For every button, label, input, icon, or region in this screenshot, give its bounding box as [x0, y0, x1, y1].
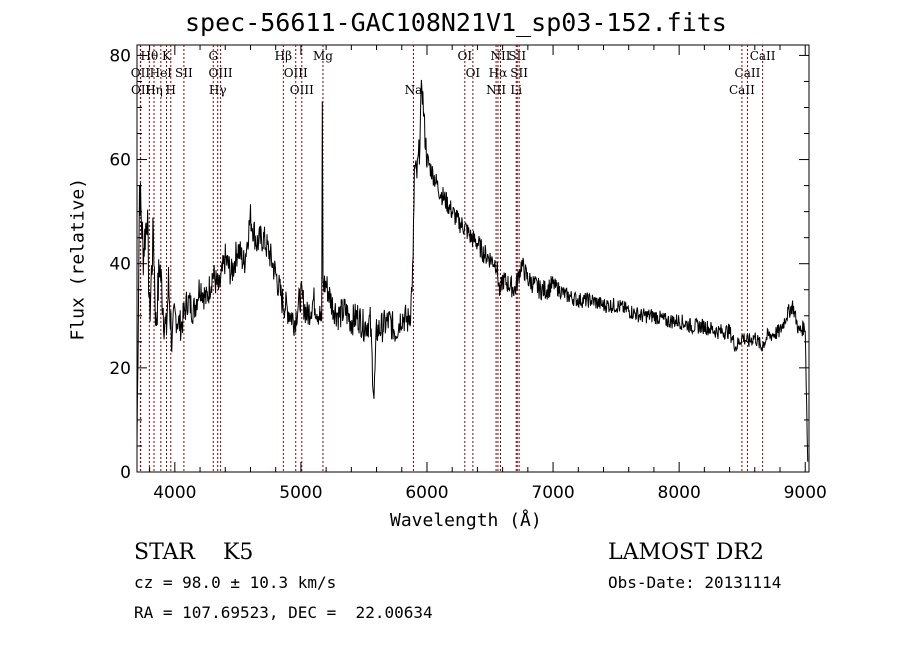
spectral-line-label: CaII [750, 49, 776, 63]
spectral-line-label: NII [490, 49, 510, 63]
survey-label: LAMOST DR2 [608, 540, 764, 565]
spectral-line-label: OI [458, 49, 473, 63]
x-tick-label: 7000 [531, 483, 574, 503]
x-tick-label: 5000 [279, 483, 322, 503]
spectral-line-label: OIII [290, 83, 314, 97]
spectral-line-label: H [166, 83, 176, 97]
spectral-line-label: HeI [150, 66, 173, 80]
y-tick-label: 20 [109, 359, 131, 379]
spectral-line-label: K [162, 49, 172, 63]
spectral-line-label: OIII [209, 66, 233, 80]
object-class: STAR K5 [134, 540, 254, 565]
y-tick-label: 0 [120, 463, 131, 483]
spectral-line-label: Hγ [209, 83, 227, 97]
x-tick-label: 6000 [405, 483, 448, 503]
x-axis-label: Wavelength (Å) [390, 510, 542, 531]
x-tick-label: 8000 [658, 483, 701, 503]
spectral-line-label: Hθ [141, 49, 159, 63]
spectral-line-label: CaII [729, 83, 755, 97]
spectral-line-label: SII [508, 49, 526, 63]
chart-title: spec-56611-GAC108N21V1_sp03-152.fits [185, 8, 727, 37]
y-axis-label: Flux (relative) [67, 177, 89, 341]
x-tick-label: 4000 [153, 483, 196, 503]
spectral-line-label: Hα [489, 66, 508, 80]
y-tick-label: 60 [109, 151, 131, 171]
spectral-line-label: Hη [145, 83, 163, 97]
spectral-line-label: CaII [735, 66, 761, 80]
spectrum-line [136, 79, 809, 462]
spectral-line-label: Hβ [275, 49, 292, 63]
y-tick-label: 40 [109, 255, 131, 275]
coordinates-info: RA = 107.69523, DEC = 22.00634 [134, 603, 433, 622]
spectral-line-label: OIII [284, 66, 308, 80]
spectral-line-label: OI [466, 66, 481, 80]
spectral-line-label: Li [510, 83, 522, 97]
spectral-line-label: OII [131, 83, 151, 97]
y-tick-label: 80 [109, 46, 131, 66]
obs-date: Obs-Date: 20131114 [608, 573, 782, 592]
spectral-line-label: G [208, 49, 218, 63]
spectral-line-label: SII [175, 66, 193, 80]
spectral-line-label: Mg [313, 49, 333, 63]
spectral-line-label: NII [486, 83, 506, 97]
redshift-info: cz = 98.0 ± 10.3 km/s [134, 573, 337, 592]
spectral-line-label: SII [510, 66, 528, 80]
x-tick-label: 9000 [784, 483, 827, 503]
spectral-line-label: Na [405, 83, 423, 97]
